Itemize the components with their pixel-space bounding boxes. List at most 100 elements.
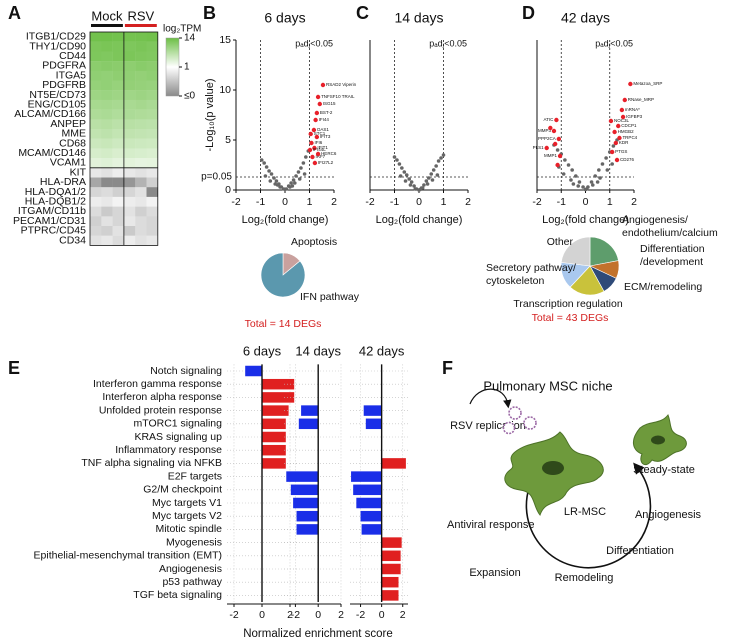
x-tick-label: 1 (607, 196, 613, 208)
group-label: Mock (91, 8, 123, 23)
point-label: IFIT1 (317, 145, 328, 150)
heatmap-cell (135, 206, 147, 217)
point (284, 187, 289, 191)
category-label: mTORC1 signaling (133, 418, 222, 430)
heatmap-cell (135, 61, 147, 71)
heatmap-cell (90, 196, 102, 207)
significance-label: pₐdⱼ<0.05 (295, 38, 333, 48)
point (296, 170, 301, 174)
point (604, 156, 608, 160)
panel-letter: B (203, 3, 216, 23)
point (436, 159, 441, 163)
x-axis-label: Log₂(fold change) (542, 214, 629, 226)
point (548, 125, 553, 131)
colorbar-tick-label: 14 (184, 33, 196, 44)
point (278, 185, 282, 189)
point (441, 153, 446, 157)
point-label: ISG15 (323, 101, 336, 106)
heatmap-cell (90, 119, 102, 130)
bar (296, 524, 319, 535)
heatmap-cell (90, 109, 102, 120)
bar (360, 510, 382, 522)
point-label: IFI27L2 (318, 160, 334, 165)
heatmap-cell (146, 148, 158, 159)
point (397, 162, 402, 166)
point (584, 187, 589, 191)
x-tick-label: -2 (532, 196, 541, 208)
heatmap-cell (135, 129, 147, 139)
heatmap-cell (146, 206, 158, 217)
cycle-arrow (525, 462, 652, 569)
heatmap-cell (123, 235, 136, 246)
point-label: PPP2CA (538, 136, 556, 141)
panel-letter: F (442, 358, 453, 378)
category-label: Angiogenesis (159, 563, 222, 575)
heatmap-cell (123, 61, 136, 71)
heatmap-cell (112, 148, 125, 159)
x-tick-label: 0 (379, 609, 385, 621)
point (556, 136, 562, 142)
point (614, 157, 620, 163)
row-label: CD68 (59, 137, 86, 149)
group-label: RSV (127, 8, 154, 23)
heatmap-cell (101, 138, 113, 149)
heatmap-cell (112, 177, 125, 188)
row-label: KIT (70, 166, 87, 178)
point (430, 178, 435, 182)
row-label: ITGAM/CD11b (18, 205, 86, 217)
heatmap-cell (123, 70, 136, 81)
significance-label: pₐdⱼ<0.05 (429, 38, 467, 48)
point (574, 174, 578, 178)
colorbar (165, 37, 180, 97)
category-label: Notch signaling (150, 365, 222, 377)
heatmap-cell (101, 90, 113, 101)
point-label: CD276 (620, 157, 635, 162)
x-tick-label: 2 (287, 609, 293, 621)
heatmap-cell (101, 167, 113, 178)
heatmap-cell (101, 158, 113, 168)
pie-slice (260, 252, 306, 298)
x-tick-label: -1 (557, 196, 566, 208)
x-tick-label: -2 (231, 196, 240, 208)
heatmap-cell (90, 51, 102, 62)
heatmap-cell (112, 80, 125, 91)
row-label: ALCAM/CD166 (14, 108, 86, 120)
panel-title: 42 days (359, 343, 405, 358)
point (275, 183, 280, 187)
point (264, 165, 269, 169)
x-axis-label: Normalized enrichment score (243, 628, 393, 640)
pie-total: Total = 14 DEGs (244, 318, 322, 330)
heatmap-cell (123, 196, 136, 207)
heatmap-cell (112, 226, 125, 236)
point (563, 158, 567, 162)
heatmap-cell (123, 158, 136, 168)
point (398, 174, 403, 178)
point (608, 118, 614, 124)
point (609, 149, 615, 155)
point (424, 179, 429, 183)
heatmap-cell (112, 235, 125, 246)
row-label: ITGB1/CD29 (26, 31, 86, 43)
bar (262, 378, 295, 390)
heatmap-cell (146, 177, 158, 188)
heatmap-cell (90, 32, 102, 42)
heatmap-cell (112, 187, 125, 198)
panel-letter: E (8, 358, 20, 378)
category-label: TNF alpha signaling via NFKB (81, 457, 222, 469)
x-tick-label: 2 (631, 196, 637, 208)
nucleus (542, 461, 564, 475)
bar (361, 524, 382, 535)
point (272, 176, 276, 180)
heatmap-cell (112, 206, 125, 217)
heatmap-cell (135, 235, 147, 246)
point (610, 162, 614, 166)
bar (293, 497, 319, 509)
x-tick-label: -1 (256, 196, 265, 208)
heatmap-cell (112, 61, 125, 71)
point-label: HERC6 (321, 151, 337, 156)
x-tick-label: 0 (315, 609, 321, 621)
pie-slice (560, 236, 591, 267)
heatmap-cell (101, 187, 113, 198)
heatmap-cell (123, 119, 136, 130)
heatmap-cell (123, 80, 136, 91)
